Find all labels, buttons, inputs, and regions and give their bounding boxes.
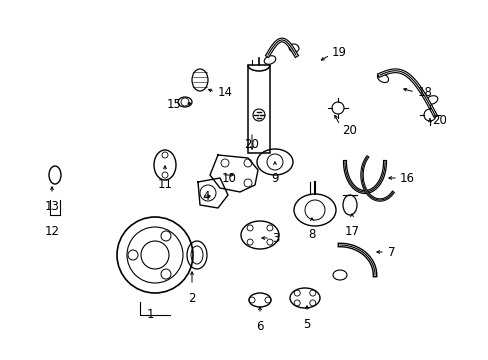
Text: 9: 9 [271,172,278,185]
Text: 8: 8 [307,228,315,241]
Text: 15: 15 [167,98,182,111]
Text: 6: 6 [256,320,263,333]
Bar [247,65,269,153]
Text: 12: 12 [44,225,60,238]
Text: 14: 14 [218,85,232,99]
Text: 18: 18 [417,85,432,99]
Text: 16: 16 [399,171,414,184]
Text: 19: 19 [331,45,346,58]
Text: 20: 20 [341,123,356,136]
Text: 1: 1 [146,308,153,321]
Text: 4: 4 [202,189,209,202]
Text: 7: 7 [387,246,395,258]
Text: 3: 3 [271,231,279,244]
Text: 5: 5 [303,318,310,331]
Text: 13: 13 [44,200,60,213]
Text: 20: 20 [431,113,446,126]
Text: 2: 2 [188,292,195,305]
Text: 17: 17 [344,225,359,238]
Text: 10: 10 [222,171,236,184]
Text: 20: 20 [244,138,259,151]
Text: 11: 11 [157,178,172,191]
